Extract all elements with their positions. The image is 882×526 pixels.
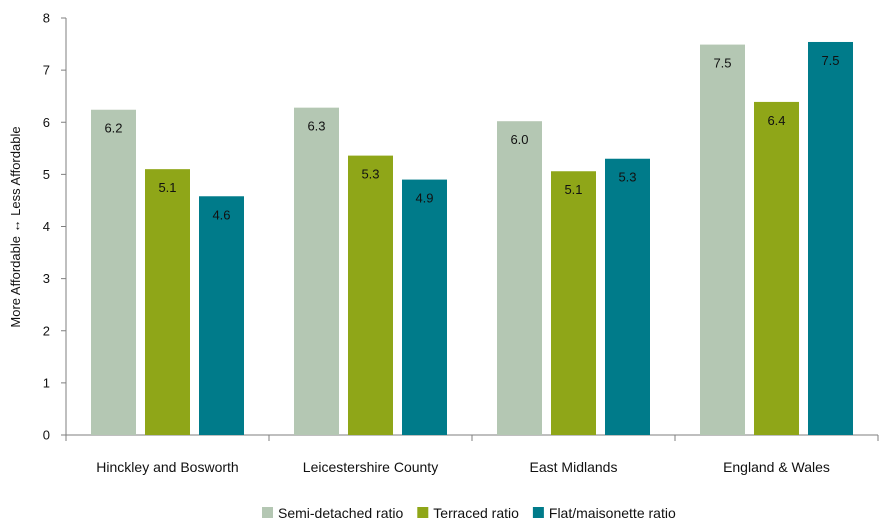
y-tick-label: 0 bbox=[43, 428, 50, 443]
legend-swatch bbox=[532, 507, 544, 518]
bar bbox=[199, 196, 244, 435]
legend-swatch bbox=[417, 507, 429, 518]
bar bbox=[754, 101, 799, 435]
bar-value-label: 6.3 bbox=[307, 119, 325, 134]
x-axis: Hinckley and Bosworth Leicestershire Coun… bbox=[65, 434, 879, 475]
x-category-label: Hinckley and Bosworth bbox=[96, 459, 238, 475]
legend-label: Semi-detached ratio bbox=[278, 505, 404, 521]
bar bbox=[402, 179, 447, 435]
bar bbox=[497, 121, 542, 436]
y-tick-label: 7 bbox=[43, 63, 50, 78]
bar bbox=[91, 109, 136, 436]
bar-value-label: 5.1 bbox=[564, 182, 582, 197]
legend-label: Terraced ratio bbox=[433, 505, 519, 521]
bars: 6.2 5.1 4.6 6.3 5.3 4.9 6.0 5.1 5.3 7.5 6.4 7.5 bbox=[91, 41, 853, 436]
bar-value-label: 5.3 bbox=[618, 170, 636, 185]
y-tick-label: 5 bbox=[43, 167, 50, 182]
bar bbox=[294, 107, 339, 435]
bar bbox=[348, 155, 393, 436]
bar-value-label: 7.5 bbox=[713, 56, 731, 71]
bar bbox=[605, 158, 650, 436]
legend-label: Flat/maisonette ratio bbox=[549, 505, 676, 521]
bar bbox=[808, 41, 853, 435]
bar-value-label: 4.6 bbox=[212, 207, 230, 222]
x-category-label: England & Wales bbox=[723, 459, 830, 475]
bar bbox=[700, 44, 745, 436]
x-category-label: East Midlands bbox=[530, 459, 618, 475]
bar bbox=[551, 171, 596, 435]
bar-value-label: 6.0 bbox=[510, 132, 528, 147]
legend: Semi-detached ratio Terraced ratio Flat/ma… bbox=[262, 505, 676, 521]
y-tick-label: 1 bbox=[43, 375, 50, 390]
y-axis: 0 1 2 3 4 5 6 7 8 bbox=[43, 11, 67, 443]
bar-value-label: 5.3 bbox=[361, 167, 379, 182]
bar-value-label: 6.4 bbox=[767, 113, 785, 128]
bar-value-label: 5.1 bbox=[158, 180, 176, 195]
bar bbox=[145, 169, 190, 435]
y-tick-label: 4 bbox=[43, 219, 50, 234]
y-tick-label: 2 bbox=[43, 323, 50, 338]
x-category-label: Leicestershire County bbox=[303, 459, 438, 475]
bar-value-label: 4.9 bbox=[415, 191, 433, 206]
bar-value-label: 6.2 bbox=[104, 121, 122, 136]
legend-swatch bbox=[262, 507, 273, 518]
y-tick-label: 3 bbox=[43, 271, 50, 286]
bar-value-label: 7.5 bbox=[821, 53, 839, 68]
y-tick-label: 8 bbox=[43, 11, 50, 26]
y-tick-label: 6 bbox=[43, 115, 50, 130]
y-axis-title: More Affordable ↔ Less Affordable bbox=[8, 126, 23, 327]
